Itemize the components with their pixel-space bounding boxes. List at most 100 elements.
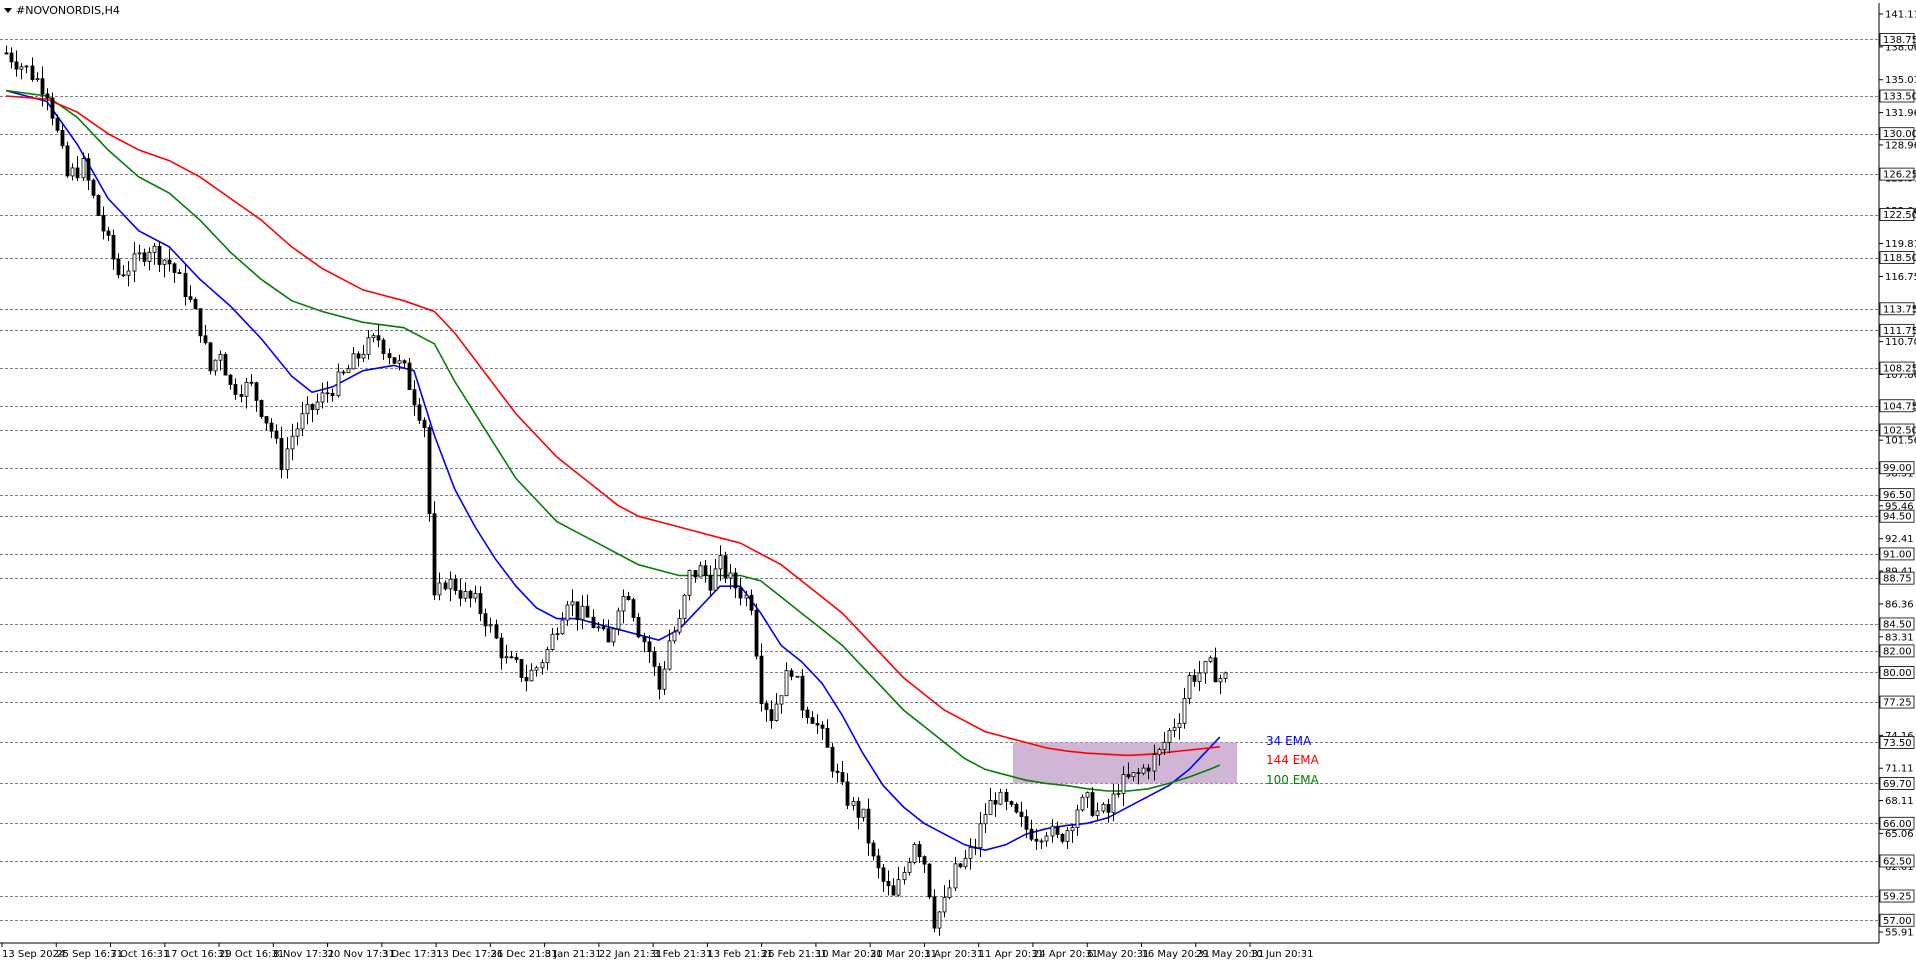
candle[interactable] — [983, 803, 988, 834]
candle[interactable] — [713, 558, 718, 592]
candle[interactable] — [565, 601, 570, 626]
candle[interactable] — [233, 378, 238, 400]
candle[interactable] — [1106, 799, 1111, 823]
candle[interactable] — [223, 352, 228, 376]
candle[interactable] — [361, 344, 366, 363]
candle[interactable] — [126, 261, 131, 287]
candle[interactable] — [912, 842, 917, 865]
candle[interactable] — [1177, 713, 1182, 740]
candle[interactable] — [947, 879, 952, 900]
candle[interactable] — [1167, 728, 1172, 754]
candle[interactable] — [50, 92, 55, 126]
candle[interactable] — [111, 229, 116, 270]
candle[interactable] — [698, 561, 703, 578]
candle[interactable] — [341, 369, 346, 376]
candle[interactable] — [9, 47, 14, 69]
candle[interactable] — [580, 595, 585, 630]
candle[interactable] — [830, 743, 835, 778]
candle[interactable] — [851, 796, 856, 811]
candle[interactable] — [1095, 802, 1100, 822]
candle[interactable] — [448, 571, 453, 602]
candle[interactable] — [540, 659, 545, 675]
candle[interactable] — [218, 350, 223, 371]
candle[interactable] — [1141, 764, 1146, 776]
candle[interactable] — [453, 574, 458, 595]
candle[interactable] — [922, 855, 927, 873]
candle[interactable] — [249, 374, 254, 387]
candle[interactable] — [886, 870, 891, 896]
candle[interactable] — [876, 848, 881, 879]
candle[interactable] — [279, 426, 284, 479]
candle[interactable] — [351, 347, 356, 370]
candle[interactable] — [978, 812, 983, 857]
candle[interactable] — [881, 863, 886, 892]
candle[interactable] — [264, 416, 269, 431]
candle[interactable] — [244, 377, 249, 409]
candle[interactable] — [963, 849, 968, 870]
candle[interactable] — [356, 351, 361, 367]
candle[interactable] — [1126, 762, 1131, 780]
candle[interactable] — [1014, 802, 1019, 814]
candle[interactable] — [443, 580, 448, 591]
candle[interactable] — [1034, 828, 1039, 850]
candle[interactable] — [723, 551, 728, 584]
candle[interactable] — [529, 663, 534, 682]
candle[interactable] — [591, 609, 596, 629]
candle[interactable] — [366, 329, 371, 360]
candle[interactable] — [560, 612, 565, 635]
candle[interactable] — [417, 397, 422, 424]
candle[interactable] — [1172, 718, 1177, 738]
candle[interactable] — [300, 401, 305, 436]
candle[interactable] — [65, 141, 70, 178]
candle[interactable] — [259, 399, 264, 419]
candle[interactable] — [672, 626, 677, 644]
candle[interactable] — [310, 403, 315, 423]
candle[interactable] — [4, 45, 9, 55]
candle[interactable] — [60, 124, 65, 149]
candle[interactable] — [1182, 687, 1187, 729]
candle[interactable] — [427, 424, 432, 522]
candle[interactable] — [616, 607, 621, 636]
candle[interactable] — [116, 253, 121, 279]
candle[interactable] — [815, 714, 820, 735]
candle[interactable] — [845, 773, 850, 810]
candle[interactable] — [866, 798, 871, 856]
candle[interactable] — [142, 248, 147, 267]
candle[interactable] — [968, 838, 973, 870]
candle[interactable] — [1039, 838, 1044, 850]
candle[interactable] — [499, 633, 504, 670]
candle[interactable] — [728, 564, 733, 590]
candle[interactable] — [1152, 744, 1157, 781]
candle[interactable] — [927, 863, 932, 899]
candle[interactable] — [24, 65, 29, 74]
candle[interactable] — [121, 265, 126, 277]
candle[interactable] — [937, 910, 942, 936]
candle[interactable] — [1208, 655, 1213, 663]
candle[interactable] — [524, 664, 529, 692]
candle[interactable] — [1080, 794, 1085, 812]
candle[interactable] — [1187, 672, 1192, 705]
candle[interactable] — [1192, 669, 1197, 687]
candle[interactable] — [800, 668, 805, 718]
candle[interactable] — [835, 763, 840, 783]
candle[interactable] — [703, 559, 708, 583]
candle[interactable] — [820, 721, 825, 740]
candle[interactable] — [958, 862, 963, 869]
candle[interactable] — [458, 578, 463, 607]
candle[interactable] — [917, 840, 922, 863]
candle[interactable] — [840, 760, 845, 785]
candle[interactable] — [274, 424, 279, 444]
candle[interactable] — [239, 384, 244, 403]
candle[interactable] — [545, 646, 550, 671]
candle[interactable] — [769, 700, 774, 729]
candle[interactable] — [45, 88, 50, 111]
candle[interactable] — [636, 613, 641, 639]
candle[interactable] — [177, 269, 182, 274]
candle[interactable] — [1111, 783, 1116, 822]
candle[interactable] — [856, 797, 861, 830]
candle[interactable] — [744, 590, 749, 607]
candle[interactable] — [973, 838, 978, 856]
candle[interactable] — [285, 437, 290, 479]
candle[interactable] — [290, 423, 295, 461]
